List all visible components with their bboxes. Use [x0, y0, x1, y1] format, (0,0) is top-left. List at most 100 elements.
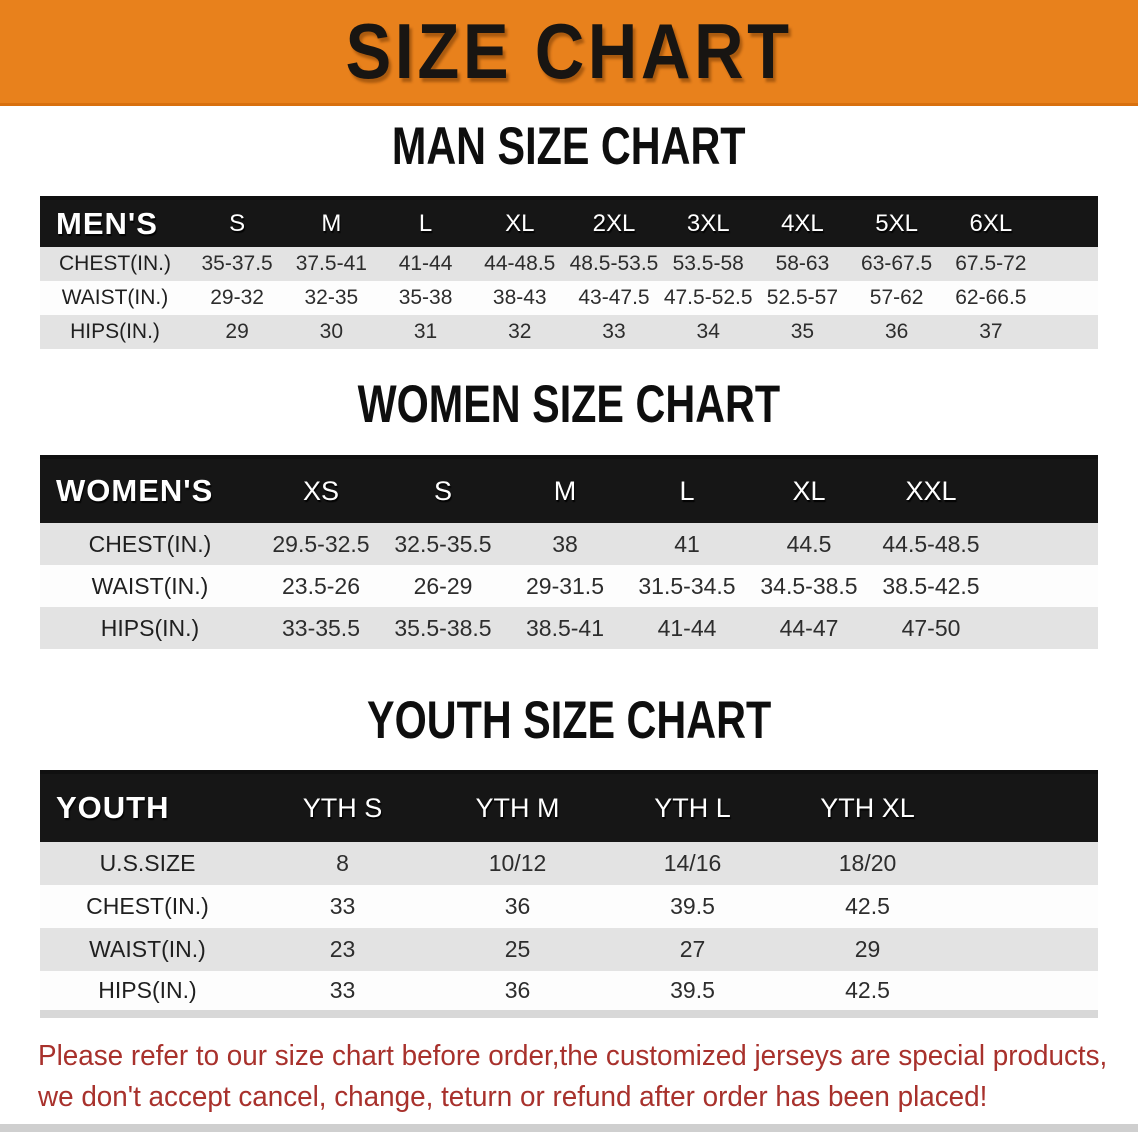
men-section-heading: MAN SIZE CHART — [0, 116, 1138, 177]
youth-col-s: YTH S — [255, 772, 430, 842]
bottom-strip — [0, 1124, 1138, 1132]
cell: 37 — [979, 320, 1003, 343]
cell: 32 — [508, 320, 532, 343]
women-col-xxl: XXL — [870, 457, 992, 523]
disclaimer: Please refer to our size chart before or… — [38, 1036, 1128, 1118]
row-label: CHEST(IN.) — [88, 530, 212, 557]
cell: 38.5-41 — [525, 614, 604, 641]
youth-waist-row: WAIST(IN.) 23 25 27 29 — [40, 928, 1098, 971]
cell: 42.5 — [845, 893, 890, 919]
youth-table-label: YOUTH — [40, 772, 255, 842]
cell: 52.5-57 — [766, 286, 839, 309]
men-col-6xl: 6XL — [943, 198, 1038, 247]
row-label: HIPS(IN.) — [100, 614, 200, 641]
cell: 23 — [329, 936, 356, 962]
cell: 62-66.5 — [955, 286, 1027, 309]
cell: 29 — [854, 936, 881, 962]
men-col-4xl: 4XL — [755, 198, 850, 247]
cell: 23.5-26 — [281, 572, 360, 599]
cell: 37.5-41 — [295, 252, 367, 275]
cell: 33 — [602, 320, 626, 343]
women-section-heading: WOMEN SIZE CHART — [0, 374, 1138, 435]
spacer-cell — [992, 457, 1098, 523]
cell: 31 — [413, 320, 438, 343]
cell: 33 — [329, 977, 356, 1003]
women-col-xs: XS — [260, 457, 382, 523]
row-label: U.S.SIZE — [99, 850, 196, 876]
youth-hips-row: HIPS(IN.) 33 36 39.5 42.5 — [40, 971, 1098, 1014]
row-label: WAIST(IN.) — [91, 572, 209, 599]
cell: 29-31.5 — [525, 572, 604, 599]
spacer-cell — [955, 885, 1098, 928]
men-table-label: MEN'S — [40, 198, 190, 247]
cell: 53.5-58 — [672, 252, 744, 275]
disclaimer-line-1: Please refer to our size chart before or… — [38, 1040, 1108, 1072]
cell: 47.5-52.5 — [663, 286, 753, 309]
youth-section-heading: YOUTH SIZE CHART — [0, 690, 1138, 751]
cell: 36 — [884, 320, 909, 343]
spacer-cell — [955, 928, 1098, 971]
youth-col-xl: YTH XL — [780, 772, 955, 842]
men-col-s: S — [190, 198, 285, 247]
cell: 34.5-38.5 — [760, 572, 858, 599]
cell: 43-47.5 — [578, 286, 650, 309]
cell: 63-67.5 — [861, 252, 933, 275]
women-table-label: WOMEN'S — [40, 457, 260, 523]
cell: 41 — [674, 530, 700, 557]
spacer-cell — [1038, 198, 1098, 247]
cell: 38 — [552, 530, 578, 557]
women-col-l: L — [626, 457, 748, 523]
cell: 18/20 — [838, 850, 897, 876]
cell: 32-35 — [304, 286, 359, 309]
spacer-cell — [992, 523, 1098, 565]
cell: 10/12 — [488, 850, 547, 876]
men-col-5xl: 5XL — [849, 198, 944, 247]
women-col-s: S — [382, 457, 504, 523]
women-waist-row: WAIST(IN.) 23.5-26 26-29 29-31.5 31.5-34… — [40, 565, 1098, 607]
women-size-table: WOMEN'S XS S M L XL XXL CHEST(IN.) 29.5-… — [40, 455, 1098, 649]
men-col-xl: XL — [472, 198, 567, 247]
cell: 44.5 — [786, 530, 832, 557]
youth-col-m: YTH M — [430, 772, 605, 842]
men-table-header-row: MEN'S S M L XL 2XL 3XL 4XL 5XL 6XL — [40, 198, 1098, 247]
cell: 31.5-34.5 — [638, 572, 736, 599]
cell: 27 — [679, 936, 706, 962]
men-chest-row: CHEST(IN.) 35-37.5 37.5-41 41-44 44-48.5… — [40, 247, 1098, 281]
cell: 44-47 — [779, 614, 839, 641]
youth-table-header-row: YOUTH YTH S YTH M YTH L YTH XL — [40, 772, 1098, 842]
cell: 42.5 — [845, 977, 890, 1003]
disclaimer-line-2: we don't accept cancel, change, teturn o… — [38, 1081, 988, 1113]
women-table-header-row: WOMEN'S XS S M L XL XXL — [40, 457, 1098, 523]
men-section-heading-text: MAN SIZE CHART — [392, 117, 746, 176]
spacer-cell — [1038, 315, 1098, 349]
cell: 47-50 — [901, 614, 961, 641]
youth-section-heading-text: YOUTH SIZE CHART — [366, 691, 772, 750]
men-waist-row: WAIST(IN.) 29-32 32-35 35-38 38-43 43-47… — [40, 281, 1098, 315]
cell: 57-62 — [869, 286, 924, 309]
cell: 14/16 — [663, 850, 722, 876]
cell: 39.5 — [670, 977, 715, 1003]
row-label: CHEST(IN.) — [86, 893, 209, 919]
cell: 32.5-35.5 — [394, 530, 492, 557]
cell: 41-44 — [398, 252, 453, 275]
youth-ussize-row: U.S.SIZE 8 10/12 14/16 18/20 — [40, 842, 1098, 885]
cell: 25 — [504, 936, 531, 962]
cell: 44.5-48.5 — [882, 530, 980, 557]
size-chart-banner: SIZE CHART — [0, 0, 1138, 106]
men-col-2xl: 2XL — [566, 198, 662, 247]
cell: 34 — [696, 320, 720, 343]
women-chest-row: CHEST(IN.) 29.5-32.5 32.5-35.5 38 41 44.… — [40, 523, 1098, 565]
men-size-table: MEN'S S M L XL 2XL 3XL 4XL 5XL 6XL CHEST… — [40, 196, 1098, 349]
cell: 44-48.5 — [484, 252, 556, 275]
cell: 8 — [336, 850, 349, 876]
cell: 41-44 — [657, 614, 717, 641]
spacer-cell — [955, 842, 1098, 885]
row-label: WAIST(IN.) — [61, 286, 169, 309]
spacer-cell — [1038, 281, 1098, 315]
cell: 35 — [790, 320, 815, 343]
cell: 48.5-53.5 — [569, 252, 659, 275]
cell: 33 — [329, 893, 356, 919]
spacer-cell — [955, 772, 1098, 842]
women-col-m: M — [504, 457, 626, 523]
row-label: CHEST(IN.) — [59, 252, 171, 275]
